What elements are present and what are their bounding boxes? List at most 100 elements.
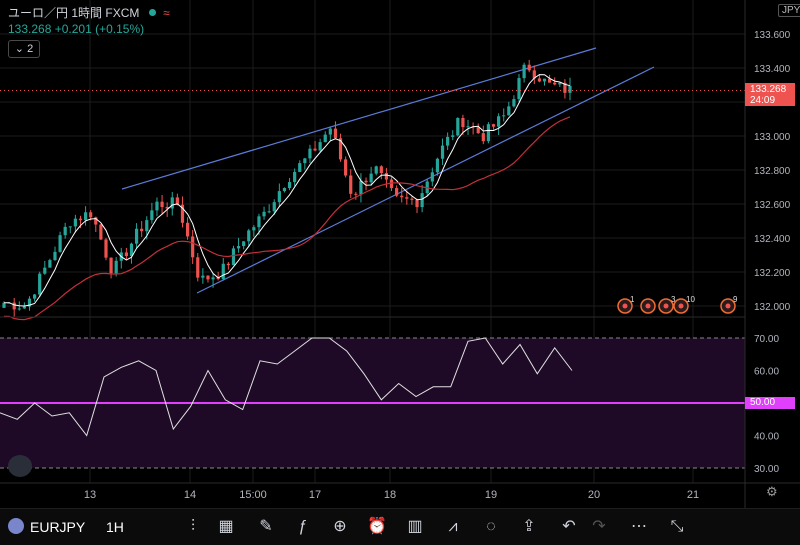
add-icon[interactable]: ⊕ bbox=[333, 518, 347, 535]
idea-bulb-icon[interactable]: ◌ bbox=[486, 518, 496, 535]
rsi-tick-label: 60.00 bbox=[754, 367, 779, 378]
candle-body bbox=[359, 180, 363, 195]
candle-body bbox=[451, 135, 455, 137]
grid-lines bbox=[0, 0, 745, 483]
candle-body bbox=[252, 227, 256, 231]
redo-icon[interactable]: ↷ bbox=[592, 518, 606, 535]
symbol-name: ユーロ／円 bbox=[8, 6, 69, 20]
candle-body bbox=[160, 201, 164, 207]
candle-body bbox=[293, 171, 297, 183]
candle-body bbox=[63, 226, 67, 236]
event-markers: 1 3 10 9 bbox=[617, 295, 738, 314]
interval-button[interactable]: 1H bbox=[106, 519, 124, 535]
time-tick-label: 14 bbox=[184, 489, 196, 501]
last-price: 133.268 bbox=[8, 22, 52, 36]
candle-body bbox=[134, 228, 139, 244]
rsi-line bbox=[0, 337, 573, 437]
ma-slow-line bbox=[4, 116, 571, 321]
candle-type-icon[interactable]: ⫶ bbox=[190, 518, 195, 535]
candle-body bbox=[262, 211, 266, 217]
candle-body bbox=[476, 127, 480, 134]
candle-body bbox=[420, 193, 424, 208]
date-range-icon[interactable]: ▦ bbox=[218, 518, 234, 535]
candle-body bbox=[231, 248, 236, 266]
price-tag-countdown: 24:09 bbox=[750, 95, 776, 106]
candle-body bbox=[83, 212, 88, 221]
event-count-label: 3 bbox=[671, 295, 676, 304]
bottom-toolbar: EURJPY 1H ⫶ ▦ ✎ ƒ ⊕ ⏰ ▥ ⩘ ◌ ⇪ ↶ ↷ ⋯ ⤡ bbox=[0, 508, 800, 545]
bar-chart-icon[interactable]: ▥ bbox=[407, 518, 423, 535]
event-dot-icon bbox=[622, 303, 628, 309]
candle-body bbox=[99, 224, 103, 240]
rsi-tick-label: 40.00 bbox=[754, 432, 779, 443]
settings-gear-icon[interactable]: ⚙ bbox=[766, 484, 778, 499]
event-dot-icon bbox=[663, 303, 669, 309]
time-tick-label: 13 bbox=[84, 489, 96, 501]
candle-body bbox=[48, 260, 52, 268]
rsi-tick-label: 30.00 bbox=[754, 464, 779, 475]
candle-body bbox=[313, 148, 317, 151]
wave-icon: ≈ bbox=[163, 6, 170, 20]
undo-icon[interactable]: ↶ bbox=[562, 518, 576, 535]
candle-body bbox=[68, 226, 72, 228]
candle-series bbox=[2, 59, 572, 317]
fullscreen-icon[interactable]: ⤡ bbox=[670, 518, 684, 535]
time-tick-label: 21 bbox=[687, 489, 699, 501]
candle-body bbox=[27, 298, 32, 307]
candle-body bbox=[236, 246, 241, 249]
candle-body bbox=[242, 241, 246, 247]
time-tick-label: 17 bbox=[309, 489, 321, 501]
candle-body bbox=[389, 179, 394, 189]
symbol-button[interactable]: EURJPY bbox=[30, 519, 86, 535]
candle-body bbox=[43, 267, 47, 274]
rsi-levels bbox=[0, 337, 745, 469]
candle-body bbox=[405, 197, 409, 199]
candle-body bbox=[323, 134, 327, 143]
event-count-label: 9 bbox=[733, 295, 738, 304]
price-axis: 133.600133.400133.200133.000132.800132.6… bbox=[0, 30, 791, 313]
candle-body bbox=[247, 230, 251, 242]
indicators-icon[interactable]: ƒ bbox=[298, 518, 308, 535]
candle-body bbox=[491, 124, 496, 127]
candle-body bbox=[104, 239, 108, 258]
candle-body bbox=[145, 220, 149, 232]
price-tag: 133.268 24:09 bbox=[745, 83, 795, 106]
price-tag-value: 133.268 bbox=[750, 84, 787, 95]
event-dot-icon bbox=[645, 303, 651, 309]
share-icon[interactable]: ⇪ bbox=[522, 518, 536, 535]
candle-body bbox=[129, 243, 134, 257]
candle-body bbox=[344, 159, 348, 176]
price-tick-label: 133.000 bbox=[754, 132, 791, 143]
candle-body bbox=[522, 64, 526, 79]
market-open-icon bbox=[148, 9, 156, 16]
candle-body bbox=[2, 302, 6, 308]
candle-body bbox=[486, 124, 491, 142]
event-count-label: 10 bbox=[686, 295, 695, 304]
time-tick-label: 18 bbox=[384, 489, 396, 501]
candle-body bbox=[563, 82, 567, 93]
currency-label: JPY bbox=[778, 4, 800, 17]
candle-body bbox=[558, 82, 562, 85]
alarm-icon[interactable]: ⏰ bbox=[367, 518, 387, 535]
candle-body bbox=[303, 158, 307, 164]
price-tick-label: 133.600 bbox=[754, 30, 791, 41]
candle-body bbox=[532, 70, 536, 79]
draw-brush-icon[interactable]: ✎ bbox=[259, 518, 273, 535]
more-icon[interactable]: ⋯ bbox=[631, 518, 647, 535]
collapse-indicators-button[interactable]: ⌄ 2 bbox=[8, 40, 40, 58]
time-tick-label: 19 bbox=[485, 489, 497, 501]
event-marker bbox=[640, 298, 656, 314]
candle-body bbox=[349, 175, 353, 194]
candle-body bbox=[12, 302, 16, 310]
price-tick-label: 132.000 bbox=[754, 302, 791, 313]
candle-body bbox=[287, 182, 292, 189]
candle-body bbox=[22, 306, 26, 309]
candle-body bbox=[282, 188, 287, 192]
candle-body bbox=[124, 252, 128, 257]
price-tick-label: 132.400 bbox=[754, 234, 791, 245]
symbol-header[interactable]: ユーロ／円 1時間 FXCM ≈ bbox=[8, 4, 170, 21]
compare-icon[interactable]: ⩘ bbox=[448, 518, 458, 535]
candle-body bbox=[542, 78, 547, 82]
candle-body bbox=[440, 145, 445, 159]
